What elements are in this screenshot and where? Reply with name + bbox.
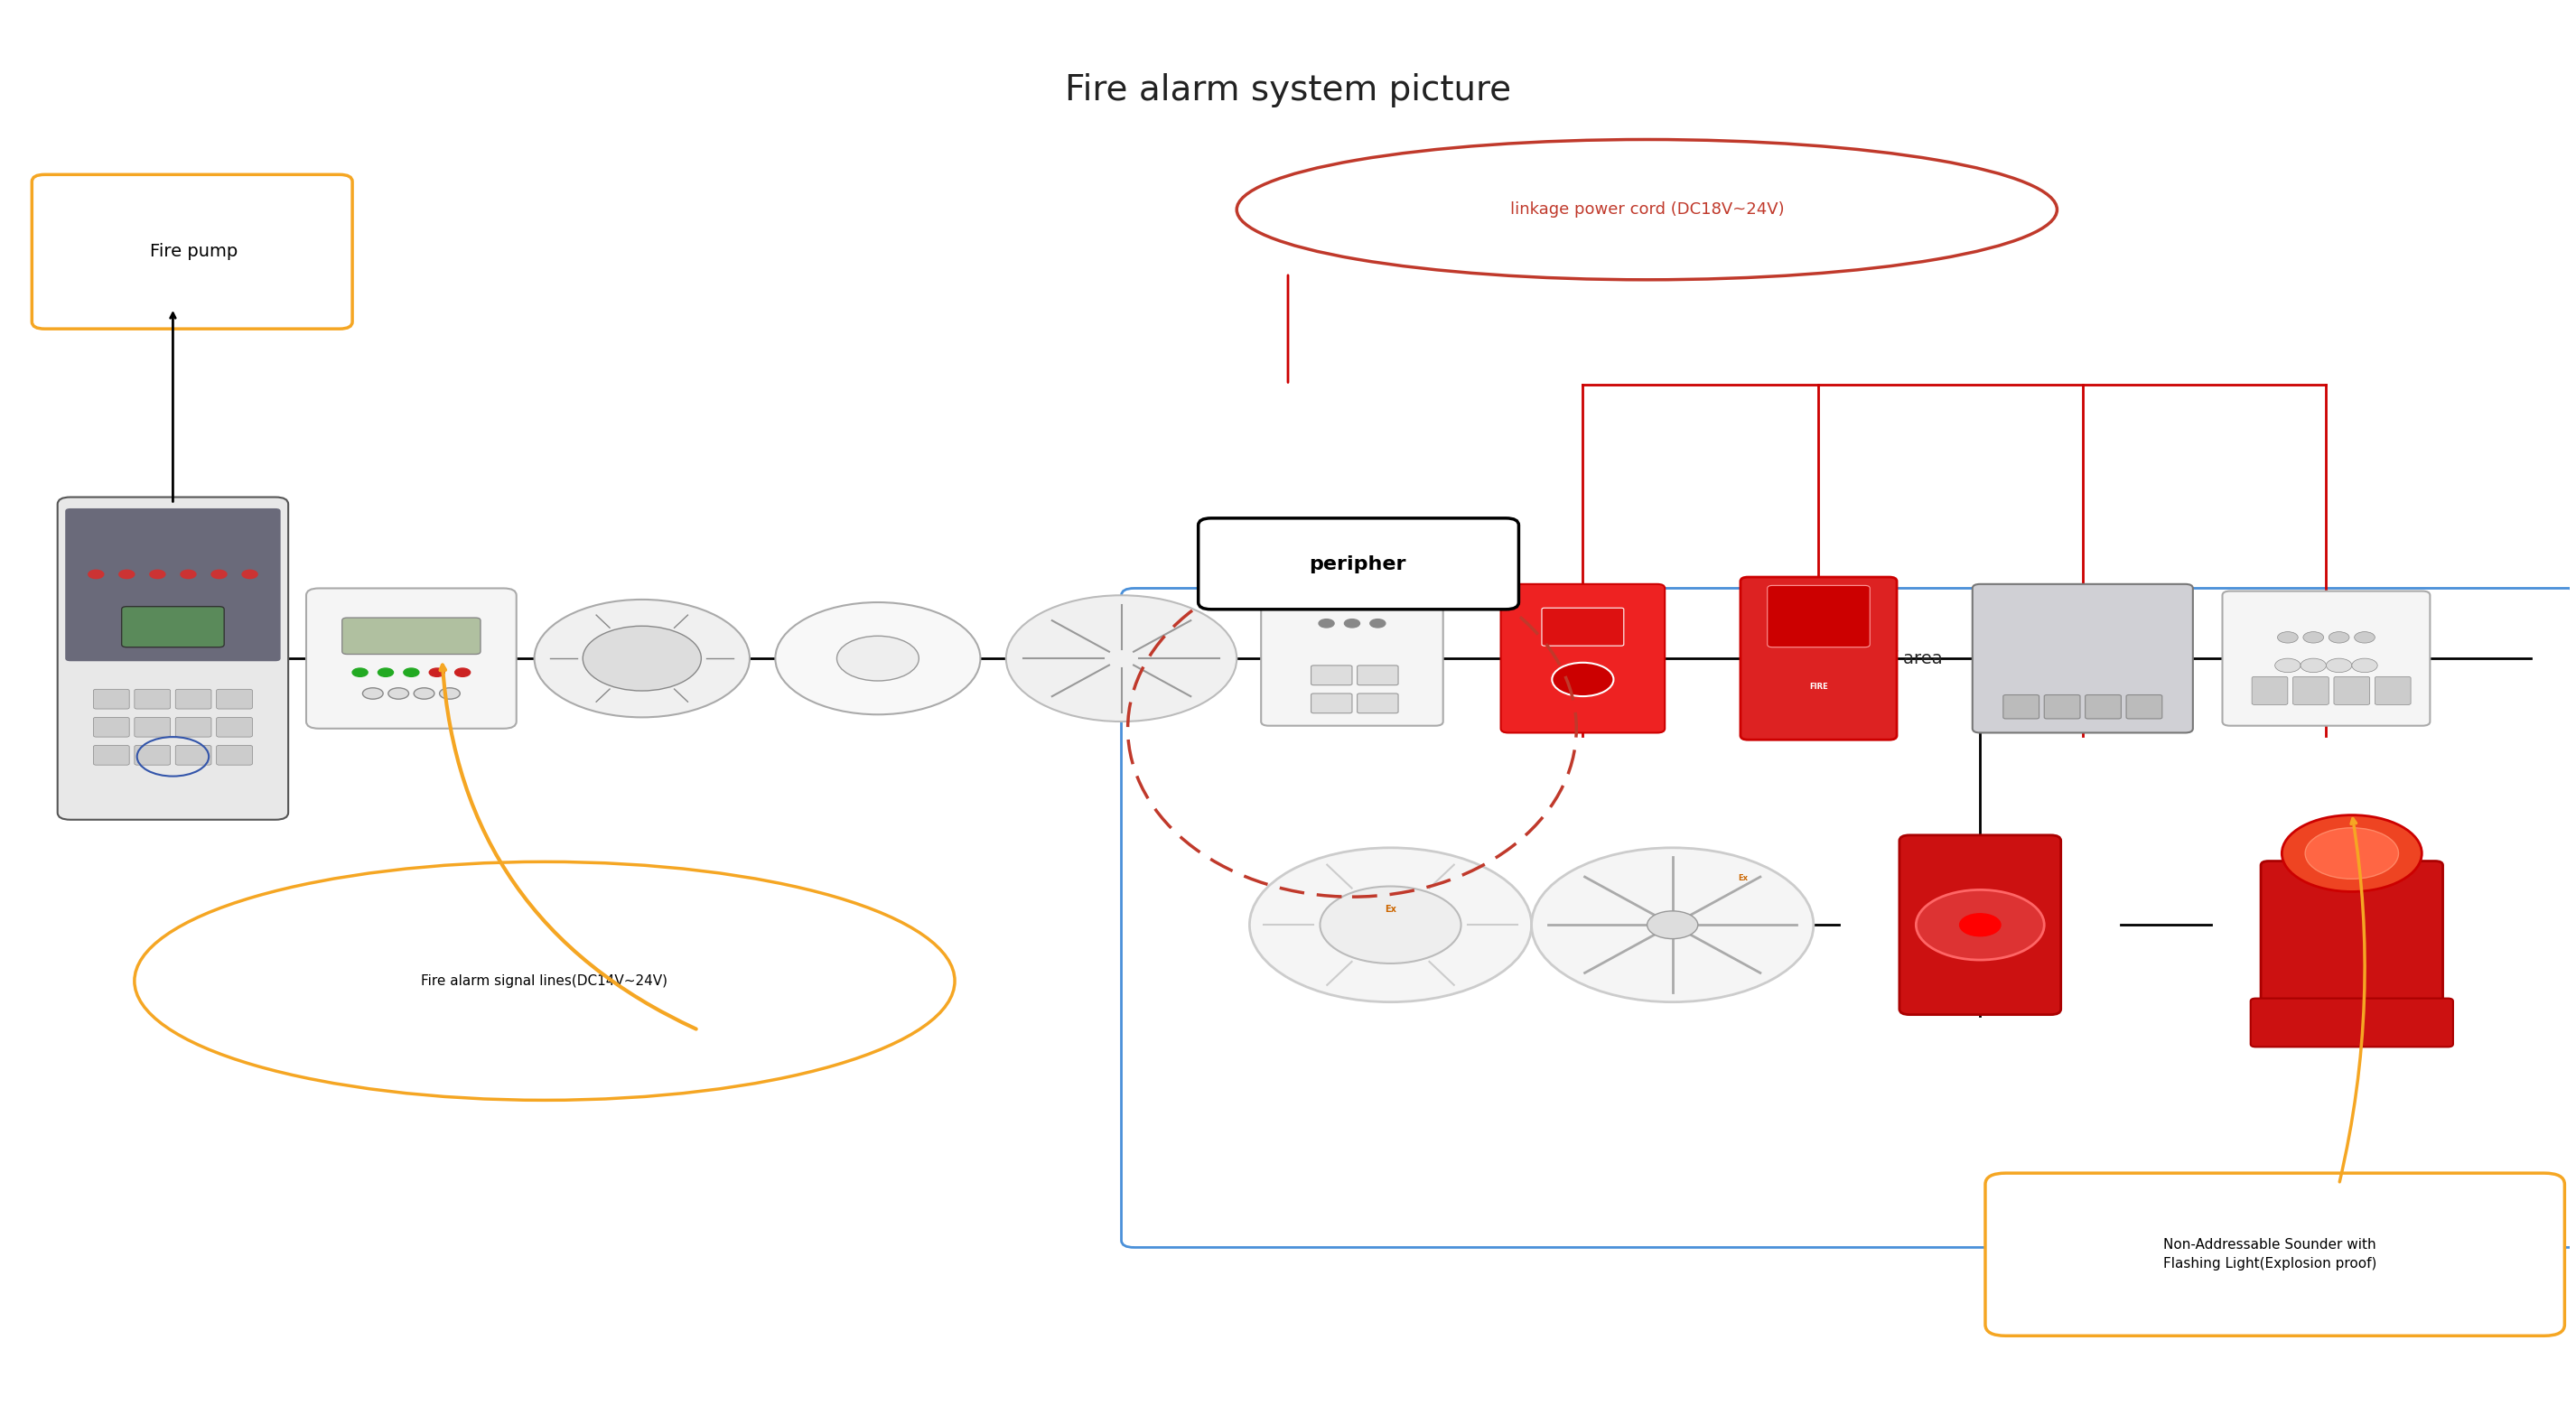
Circle shape <box>1960 914 2002 937</box>
Text: FIRE: FIRE <box>1808 682 1829 691</box>
Circle shape <box>404 668 420 676</box>
Circle shape <box>1249 848 1533 1002</box>
Circle shape <box>211 570 227 579</box>
Circle shape <box>430 668 446 676</box>
FancyBboxPatch shape <box>1358 665 1399 685</box>
Text: Explosion proof area: Explosion proof area <box>1762 649 1942 666</box>
FancyBboxPatch shape <box>64 508 281 661</box>
Circle shape <box>2300 658 2326 672</box>
Circle shape <box>775 603 981 715</box>
Text: Ex: Ex <box>1739 874 1749 883</box>
FancyBboxPatch shape <box>175 746 211 766</box>
FancyBboxPatch shape <box>2004 695 2040 719</box>
Circle shape <box>88 570 103 579</box>
Ellipse shape <box>134 862 956 1101</box>
Circle shape <box>2354 631 2375 642</box>
Circle shape <box>1551 662 1613 696</box>
Circle shape <box>415 688 435 699</box>
FancyBboxPatch shape <box>2251 999 2452 1047</box>
Circle shape <box>456 668 471 676</box>
Circle shape <box>2282 815 2421 891</box>
FancyBboxPatch shape <box>2334 676 2370 705</box>
Circle shape <box>2329 631 2349 642</box>
FancyBboxPatch shape <box>1311 693 1352 713</box>
Circle shape <box>242 570 258 579</box>
FancyBboxPatch shape <box>1899 835 2061 1015</box>
Circle shape <box>1345 620 1360 628</box>
FancyBboxPatch shape <box>2084 695 2120 719</box>
Text: Non-Addressable Sounder with
Flashing Light(Explosion proof): Non-Addressable Sounder with Flashing Li… <box>2164 1238 2378 1271</box>
FancyBboxPatch shape <box>1311 665 1352 685</box>
Circle shape <box>2326 658 2352 672</box>
Circle shape <box>582 625 701 691</box>
Circle shape <box>118 570 134 579</box>
FancyBboxPatch shape <box>175 689 211 709</box>
Circle shape <box>2306 828 2398 879</box>
Circle shape <box>2277 631 2298 642</box>
Text: Fire alarm signal lines(DC14V~24V): Fire alarm signal lines(DC14V~24V) <box>422 974 667 988</box>
FancyBboxPatch shape <box>2223 591 2429 726</box>
FancyBboxPatch shape <box>134 689 170 709</box>
FancyBboxPatch shape <box>121 607 224 647</box>
Text: peripher: peripher <box>1309 556 1406 573</box>
Circle shape <box>2275 658 2300 672</box>
FancyBboxPatch shape <box>57 497 289 819</box>
Circle shape <box>837 635 920 681</box>
Circle shape <box>389 688 410 699</box>
FancyBboxPatch shape <box>1262 591 1443 726</box>
FancyBboxPatch shape <box>2262 862 2442 1013</box>
FancyBboxPatch shape <box>1502 584 1664 733</box>
Circle shape <box>1533 848 1814 1002</box>
Circle shape <box>533 600 750 717</box>
FancyBboxPatch shape <box>134 717 170 737</box>
Circle shape <box>1319 620 1334 628</box>
Circle shape <box>379 668 394 676</box>
FancyBboxPatch shape <box>134 746 170 766</box>
Text: Fire alarm system picture: Fire alarm system picture <box>1064 74 1512 108</box>
FancyBboxPatch shape <box>216 746 252 766</box>
Circle shape <box>180 570 196 579</box>
FancyBboxPatch shape <box>216 717 252 737</box>
Circle shape <box>2352 658 2378 672</box>
FancyBboxPatch shape <box>307 589 515 729</box>
FancyBboxPatch shape <box>1543 608 1623 645</box>
Circle shape <box>1646 911 1698 938</box>
FancyBboxPatch shape <box>1973 584 2192 733</box>
FancyBboxPatch shape <box>2293 676 2329 705</box>
Circle shape <box>363 688 384 699</box>
FancyBboxPatch shape <box>175 717 211 737</box>
Text: Fire pump: Fire pump <box>149 243 237 260</box>
FancyBboxPatch shape <box>216 689 252 709</box>
Circle shape <box>440 688 461 699</box>
FancyBboxPatch shape <box>1741 577 1896 740</box>
FancyBboxPatch shape <box>1198 518 1520 610</box>
Circle shape <box>1007 596 1236 722</box>
Circle shape <box>1917 890 2045 959</box>
Text: Ex: Ex <box>1386 906 1396 914</box>
Text: linkage power cord (DC18V~24V): linkage power cord (DC18V~24V) <box>1510 201 1785 218</box>
FancyBboxPatch shape <box>2375 676 2411 705</box>
FancyBboxPatch shape <box>2045 695 2079 719</box>
Circle shape <box>1370 620 1386 628</box>
FancyBboxPatch shape <box>93 717 129 737</box>
Circle shape <box>2303 631 2324 642</box>
FancyBboxPatch shape <box>343 618 482 654</box>
FancyBboxPatch shape <box>2125 695 2161 719</box>
FancyBboxPatch shape <box>1767 586 1870 647</box>
FancyBboxPatch shape <box>93 746 129 766</box>
FancyBboxPatch shape <box>1986 1173 2566 1336</box>
FancyBboxPatch shape <box>2251 676 2287 705</box>
Circle shape <box>149 570 165 579</box>
FancyBboxPatch shape <box>1358 693 1399 713</box>
FancyBboxPatch shape <box>93 689 129 709</box>
Circle shape <box>353 668 368 676</box>
Circle shape <box>1319 886 1461 964</box>
FancyBboxPatch shape <box>31 174 353 328</box>
